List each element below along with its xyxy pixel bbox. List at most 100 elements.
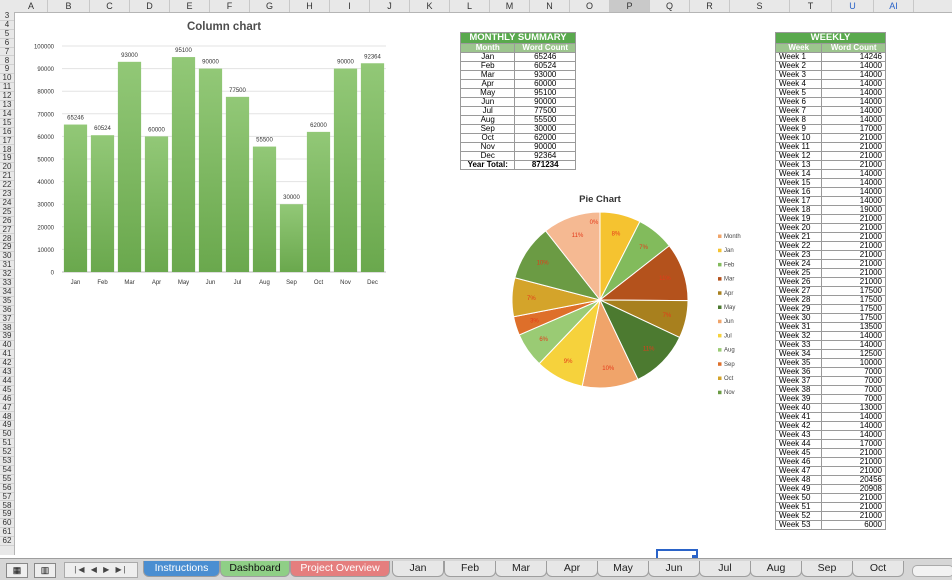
horizontal-scrollbar[interactable] xyxy=(912,565,952,577)
sheet-tab-oct[interactable]: Oct xyxy=(852,561,904,577)
row-header-53[interactable]: 53 xyxy=(0,456,14,466)
sheet-tab-jun[interactable]: Jun xyxy=(648,561,700,577)
column-header-r[interactable]: R xyxy=(690,0,730,12)
row-header-23[interactable]: 23 xyxy=(0,189,14,199)
row-header-18[interactable]: 18 xyxy=(0,145,14,155)
column-header-c[interactable]: C xyxy=(90,0,130,12)
column-header-u[interactable]: U xyxy=(832,0,874,12)
row-header-28[interactable]: 28 xyxy=(0,234,14,244)
pie-slice[interactable] xyxy=(544,211,601,302)
row-header-45[interactable]: 45 xyxy=(0,385,14,395)
row-header-32[interactable]: 32 xyxy=(0,269,14,279)
column-header-a[interactable]: A xyxy=(15,0,48,12)
column-header-s[interactable]: S xyxy=(730,0,790,12)
bar[interactable] xyxy=(360,63,385,273)
row-header-39[interactable]: 39 xyxy=(0,332,14,342)
column-header-o[interactable]: O xyxy=(570,0,610,12)
row-header-35[interactable]: 35 xyxy=(0,296,14,306)
row-header-17[interactable]: 17 xyxy=(0,136,14,146)
row-header-20[interactable]: 20 xyxy=(0,162,14,173)
row-header-26[interactable]: 26 xyxy=(0,216,14,226)
column-header-d[interactable]: D xyxy=(130,0,170,12)
row-header-16[interactable]: 16 xyxy=(0,127,14,137)
bar[interactable] xyxy=(252,146,277,272)
row-header-51[interactable]: 51 xyxy=(0,438,14,449)
row-header-30[interactable]: 30 xyxy=(0,251,14,262)
row-header-3[interactable]: 3 xyxy=(0,11,14,21)
row-header-40[interactable]: 40 xyxy=(0,340,14,351)
row-header-6[interactable]: 6 xyxy=(0,38,14,48)
row-header-42[interactable]: 42 xyxy=(0,358,14,368)
row-header-12[interactable]: 12 xyxy=(0,91,14,101)
row-header-41[interactable]: 41 xyxy=(0,349,14,360)
column-header-g[interactable]: G xyxy=(250,0,290,12)
row-header-15[interactable]: 15 xyxy=(0,118,14,128)
column-header-t[interactable]: T xyxy=(790,0,832,12)
sheet-tab-project-overview[interactable]: Project Overview xyxy=(290,561,390,577)
row-header-59[interactable]: 59 xyxy=(0,510,14,520)
page-layout-view-icon[interactable]: ▥ xyxy=(34,563,56,578)
row-header-60[interactable]: 60 xyxy=(0,518,14,529)
row-header-34[interactable]: 34 xyxy=(0,287,14,297)
row-header-36[interactable]: 36 xyxy=(0,305,14,315)
sheet-nav-buttons[interactable]: |◀ ◀ ▶ ▶| xyxy=(64,562,138,578)
row-header-46[interactable]: 46 xyxy=(0,394,14,404)
row-header-37[interactable]: 37 xyxy=(0,314,14,324)
sheet-tab-apr[interactable]: Apr xyxy=(546,561,598,577)
column-chart[interactable]: Column chart 0 10000 20000 30000 40000 50000 60… xyxy=(24,16,394,301)
row-header-25[interactable]: 25 xyxy=(0,207,14,217)
row-header-10[interactable]: 10 xyxy=(0,73,14,84)
bar[interactable] xyxy=(144,136,169,272)
row-header-52[interactable]: 52 xyxy=(0,447,14,457)
row-header-31[interactable]: 31 xyxy=(0,260,14,271)
row-header-38[interactable]: 38 xyxy=(0,323,14,333)
column-header-ai[interactable]: AI xyxy=(874,0,914,12)
fill-handle[interactable] xyxy=(692,555,696,559)
row-header-9[interactable]: 9 xyxy=(0,65,14,75)
row-header-22[interactable]: 22 xyxy=(0,180,14,190)
column-header-b[interactable]: B xyxy=(48,0,90,12)
row-header-29[interactable]: 29 xyxy=(0,243,14,253)
row-header-7[interactable]: 7 xyxy=(0,47,14,57)
sheet-tab-mar[interactable]: Mar xyxy=(495,561,547,577)
pie-chart[interactable]: Pie Chart 8% 7% 11% 7% 11% 10% 9% 6% 3% 7% 10% 11% 0%… xyxy=(480,190,760,400)
bar[interactable] xyxy=(90,135,115,272)
row-header-55[interactable]: 55 xyxy=(0,474,14,484)
sheet-tab-sep[interactable]: Sep xyxy=(801,561,853,577)
sheet-tab-instructions[interactable]: Instructions xyxy=(143,561,220,577)
column-header-k[interactable]: K xyxy=(410,0,450,12)
bar[interactable] xyxy=(63,124,88,272)
row-header-54[interactable]: 54 xyxy=(0,465,14,475)
row-header-11[interactable]: 11 xyxy=(0,82,14,93)
column-header-j[interactable]: J xyxy=(370,0,410,12)
row-header-21[interactable]: 21 xyxy=(0,171,14,182)
row-header-14[interactable]: 14 xyxy=(0,109,14,119)
bar[interactable] xyxy=(333,68,358,272)
row-header-33[interactable]: 33 xyxy=(0,278,14,288)
row-header-43[interactable]: 43 xyxy=(0,367,14,377)
row-header-61[interactable]: 61 xyxy=(0,527,14,538)
sheet-tab-dashboard[interactable]: Dashboard xyxy=(220,561,290,577)
column-header-e[interactable]: E xyxy=(170,0,210,12)
column-header-f[interactable]: F xyxy=(210,0,250,12)
column-header-p[interactable]: P xyxy=(610,0,650,12)
column-header-q[interactable]: Q xyxy=(650,0,690,12)
normal-view-icon[interactable]: ▦ xyxy=(6,563,28,578)
sheet-tab-jan[interactable]: Jan xyxy=(392,561,444,577)
row-header-58[interactable]: 58 xyxy=(0,501,14,511)
row-header-27[interactable]: 27 xyxy=(0,225,14,235)
sheet-tab-may[interactable]: May xyxy=(597,561,649,577)
row-header-8[interactable]: 8 xyxy=(0,56,14,66)
bar[interactable] xyxy=(225,96,250,272)
week-cell[interactable]: Week 53 xyxy=(774,520,823,530)
row-header-44[interactable]: 44 xyxy=(0,376,14,386)
row-header-48[interactable]: 48 xyxy=(0,412,14,422)
bar[interactable] xyxy=(306,131,331,272)
row-header-5[interactable]: 5 xyxy=(0,29,14,39)
column-header-l[interactable]: L xyxy=(450,0,490,12)
row-header-50[interactable]: 50 xyxy=(0,429,14,440)
column-header-h[interactable]: H xyxy=(290,0,330,12)
word-count-cell[interactable]: 6000 xyxy=(821,520,886,530)
column-header-n[interactable]: N xyxy=(530,0,570,12)
worksheet-grid[interactable]: Column chart 0 10000 20000 30000 40000 50000 60… xyxy=(15,12,952,555)
